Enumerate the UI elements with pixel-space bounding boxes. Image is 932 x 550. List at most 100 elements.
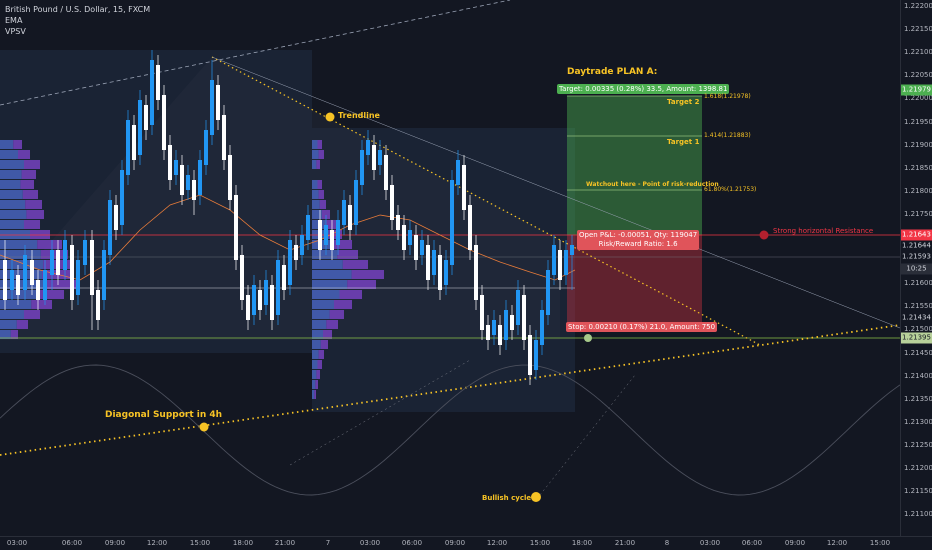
volume-bar [0, 180, 21, 189]
candle-body [16, 275, 20, 295]
volume-bar [312, 290, 340, 299]
time-axis[interactable]: 03:00 06:00 09:00 12:00 15:00 18:00 21:00 7 03:0… [0, 536, 932, 550]
volume-bar [312, 320, 327, 329]
trendline-marker [325, 112, 335, 122]
candle-body [264, 280, 268, 305]
candle-body [96, 290, 100, 320]
volume-bar [312, 280, 348, 289]
volume-bar [337, 250, 358, 259]
resistance-marker [759, 230, 769, 240]
time-tick-label: 12:00 [486, 539, 508, 547]
price-tick-label: 1.22200 [904, 2, 932, 10]
candle-body [330, 230, 334, 250]
candle-body [408, 230, 412, 245]
candle-body [342, 200, 346, 225]
symbol-title[interactable]: British Pound / U.S. Dollar, 15, FXCM [5, 5, 151, 14]
candle-body [300, 235, 304, 255]
candle-body [90, 240, 94, 295]
volume-bar [0, 170, 22, 179]
volume-bar [347, 280, 376, 289]
volume-bar [0, 250, 41, 259]
candle-body [402, 225, 406, 250]
volume-bar [312, 350, 319, 359]
volume-bar [18, 150, 30, 159]
candle-body [546, 270, 550, 315]
volume-bar [312, 250, 338, 259]
time-tick-label: 03:00 [359, 539, 381, 547]
stop-box-label: Stop: 0.00210 (0.17%) 21.0, Amount: 750 [566, 322, 718, 332]
price-tick-label: 1.21150 [904, 487, 932, 496]
open-pl-label: Open P&L: -0.00051, Qty: 119047 Risk/Rew… [577, 230, 700, 250]
open-pl-text: Open P&L: -0.00051, Qty: 119047 [579, 231, 698, 239]
price-tick-label: 1.21600 [904, 279, 932, 288]
volume-bar [312, 310, 330, 319]
ema-line [0, 194, 576, 281]
chart-legend: British Pound / U.S. Dollar, 15, FXCM EM… [5, 4, 150, 37]
candle-body [438, 255, 442, 290]
price-tick-label: 1.22150 [904, 25, 932, 34]
candle-body [23, 255, 27, 290]
countdown-tag: 10:25 [901, 263, 932, 275]
volume-bar [24, 310, 40, 319]
price-tick-label: 1.21500 [904, 325, 932, 334]
candle-body [360, 150, 364, 185]
candle-body [108, 200, 112, 255]
volume-bar [0, 150, 18, 159]
volume-bar [312, 160, 317, 169]
volume-bar [312, 200, 320, 209]
price-tick-label: 1.21850 [904, 163, 932, 172]
candle-body [504, 310, 508, 340]
last-price-tag: 1.21644 [901, 240, 932, 252]
candle-body [10, 270, 14, 290]
volume-bar [312, 380, 316, 389]
upper-channel-line [0, 0, 511, 106]
candle-body [462, 165, 466, 210]
candle-body [83, 240, 87, 265]
ema-legend[interactable]: EMA [5, 16, 23, 25]
volume-bar [0, 310, 24, 319]
price-tick-label: 1.21250 [904, 440, 932, 449]
candle-body [396, 215, 400, 230]
volume-bar [0, 160, 24, 169]
candle-body [126, 120, 130, 175]
time-tick-label: 06:00 [61, 539, 83, 547]
price-tick-label: 1.22000 [904, 94, 932, 103]
volume-bar [26, 210, 44, 219]
candle-body [192, 180, 196, 200]
volume-bar [312, 330, 323, 339]
candle-body [540, 310, 544, 345]
volume-bar [312, 370, 317, 379]
target2-label: Target 2 [667, 98, 700, 106]
channel-line [211, 56, 901, 329]
risk-reward-text: Risk/Reward Ratio: 1.6 [598, 240, 678, 248]
candle-body [534, 340, 538, 370]
candle-body [222, 115, 226, 160]
candle-body [138, 100, 142, 155]
price-tick-label: 1.21450 [904, 348, 932, 357]
volume-bar [312, 140, 318, 149]
candle-body [174, 160, 178, 175]
candle-body [366, 140, 370, 155]
vpsv-legend[interactable]: VPSV [5, 27, 26, 36]
volume-bar [0, 230, 30, 239]
volume-bar [314, 390, 316, 399]
candle-body [210, 80, 214, 135]
time-tick-label: 21:00 [274, 539, 296, 547]
volume-bar [312, 240, 334, 249]
volume-bar [317, 180, 322, 189]
time-tick-label: 8 [664, 539, 670, 547]
candle-body [426, 245, 430, 280]
candle-body [564, 250, 568, 275]
candle-body [56, 250, 60, 275]
volume-bar [0, 270, 42, 279]
volume-bar [0, 210, 27, 219]
price-tick-label: 1.21750 [904, 209, 932, 218]
time-tick-label: 7 [325, 539, 331, 547]
candle-body [498, 325, 502, 345]
volume-bar [312, 300, 334, 309]
candle-body [318, 220, 322, 250]
price-tick-label: 1.21300 [904, 417, 932, 426]
volume-bar [342, 260, 368, 269]
